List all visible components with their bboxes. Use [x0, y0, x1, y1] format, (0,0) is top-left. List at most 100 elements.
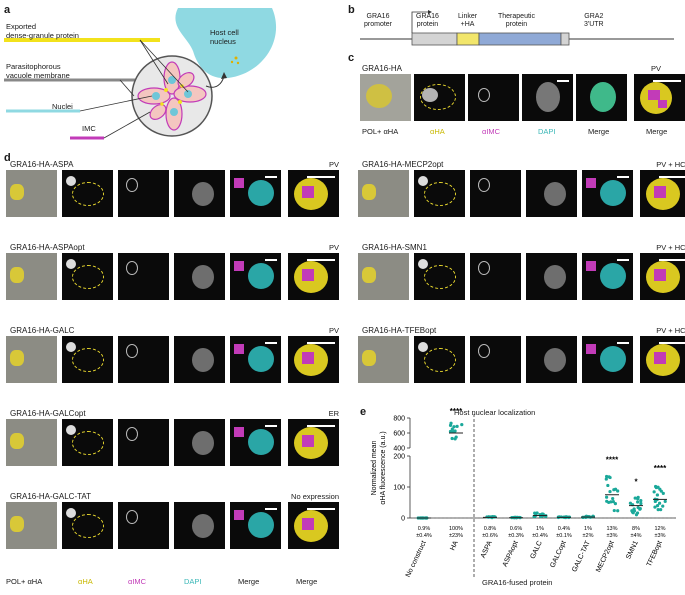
c-channel-merge-zoom: Merge: [646, 127, 668, 136]
d-left-0-dapi-signal: [192, 182, 214, 206]
data-point-9-6: [659, 508, 663, 512]
d-right-0-zoom-label: PV + HCN: [656, 160, 685, 169]
d-right-0-tile-zoom: [640, 170, 685, 217]
c-tile-merge: [576, 74, 627, 121]
category-label-8: SMN1: [625, 540, 640, 561]
d-right-1-tile-imc: [470, 253, 521, 300]
data-point-7-3: [604, 477, 608, 481]
d-left-2-tile-pol: [6, 336, 57, 383]
data-point-9-2: [663, 499, 667, 503]
percent-label-9: 12% ±3%: [654, 526, 665, 539]
d-right-0-tile-pol: [358, 170, 409, 217]
data-point-7-10: [605, 474, 609, 479]
d-left-3-tile-dapi: [174, 419, 225, 466]
d-right-2-tile-pol: [358, 336, 409, 383]
d-right-2-tile-ha: [414, 336, 465, 383]
host-nucleus-shape: [175, 8, 277, 79]
data-point-1-5: [460, 423, 464, 427]
d-left-0-tile-pol: [6, 170, 57, 217]
d-right-0-merge-signal: [600, 180, 626, 206]
significance-8: *: [634, 478, 638, 487]
d-left-2-zoom-imc: [302, 352, 314, 364]
data-point-9-4: [661, 504, 665, 508]
data-point-9-1: [655, 493, 659, 497]
data-point-8-14: [636, 497, 640, 501]
d-channel-pol: POL+ αHA: [6, 577, 43, 586]
d-right-2-ha-signal: [418, 342, 428, 352]
utr-label: GRA2 3'UTR: [584, 13, 604, 28]
data-point-8-7: [633, 496, 637, 500]
data-point-7-2: [613, 502, 617, 506]
c-channel-pol: POL+ αHA: [362, 127, 399, 136]
percent-label-7: 13% ±3%: [606, 526, 617, 539]
d-left-3-zoom-scalebar: [307, 425, 335, 427]
y-tick-label-lower-100: 100: [393, 485, 405, 492]
d-left-4-tile-pol: [6, 502, 57, 549]
c-tile-dapi: [522, 74, 573, 121]
d-left-1-tile-dapi: [174, 253, 225, 300]
c-channel-ha: αHA: [430, 127, 445, 136]
d-left-3-imc-signal: [126, 427, 138, 441]
d-right-2-zoom-imc: [654, 352, 666, 364]
c-tile-zoom: [634, 74, 685, 121]
pv-membrane-label: Parasitophorous vacuole membrane: [6, 62, 70, 80]
d-right-1-scalebar: [617, 259, 629, 261]
imc-label: IMC: [82, 124, 96, 133]
d-right-1-dapi-signal: [544, 265, 566, 289]
data-point-7-14: [606, 483, 610, 488]
d-left-1-merge-imc: [234, 261, 244, 271]
data-point-9-8: [661, 491, 665, 495]
y-tick-label-lower-200: 200: [393, 454, 405, 461]
d-left-0-tile-zoom: [288, 170, 339, 217]
d-right-1-zoom-imc: [654, 269, 666, 281]
percent-label-8: 8% ±4%: [631, 526, 642, 539]
d-right-0-zoom-scalebar: [659, 176, 685, 178]
data-point-1-6: [454, 435, 458, 439]
c-channel-dapi: DAPI: [538, 127, 556, 136]
d-left-0-zoom-scalebar: [307, 176, 335, 178]
d-right-1-ha-outline: [424, 265, 456, 289]
construct-diagram: [360, 10, 674, 46]
d-left-2-merge-signal: [248, 346, 274, 372]
nuclei-label: Nuclei: [52, 102, 73, 111]
host-nucleus-label: Host cell nucleus: [210, 28, 239, 46]
d-right-1-tile-merge: [582, 253, 633, 300]
chart-title: Host nuclear localization: [454, 408, 536, 417]
y-tick-label-lower-0: 0: [401, 516, 405, 523]
d-left-0-tile-merge: [230, 170, 281, 217]
d-left-4-dapi-signal: [192, 514, 214, 538]
panel-label-e: e: [360, 406, 367, 418]
d-left-4-tile-merge: [230, 502, 281, 549]
d-left-4-tile-dapi: [174, 502, 225, 549]
d-left-4-ha-outline: [72, 514, 104, 538]
d-right-2-merge-imc: [586, 344, 596, 354]
y-tick-label-upper-600: 600: [393, 431, 405, 438]
d-right-1-title: GRA16-HA-SMN1: [362, 243, 427, 252]
c-tile-imc: [468, 74, 519, 121]
therapeutic-box: [478, 32, 562, 46]
d-left-0-zoom-label: PV: [328, 160, 339, 169]
d-left-2-ha-signal: [66, 342, 76, 352]
data-point-9-5: [653, 505, 657, 509]
d-left-2-pol-signal: [10, 350, 24, 366]
d-right-0-ha-signal: [418, 176, 428, 186]
d-right-2-tile-zoom: [640, 336, 685, 383]
d-left-1-tile-imc: [118, 253, 169, 300]
y-tick-label-upper-800: 800: [393, 416, 405, 423]
panel-label-c: c: [348, 52, 355, 64]
significance-1: ****: [450, 407, 463, 416]
d-right-1-merge-signal: [600, 263, 626, 289]
data-point-8-6: [636, 505, 640, 510]
d-left-3-ha-outline: [72, 431, 104, 455]
therapeutic-label: Therapeutic protein: [498, 13, 535, 28]
d-left-3-tile-pol: [6, 419, 57, 466]
d-right-0-tile-ha: [414, 170, 465, 217]
d-left-1-tile-pol: [6, 253, 57, 300]
d-right-2-zoom-label: PV + HCN: [656, 326, 685, 335]
data-point-1-9: [448, 423, 453, 428]
d-left-4-zoom-imc: [302, 518, 314, 530]
d-left-2-imc-signal: [126, 344, 138, 358]
d-right-1-tile-zoom: [640, 253, 685, 300]
c-tile-ha: [414, 74, 465, 121]
d-left-3-pol-signal: [10, 433, 24, 449]
